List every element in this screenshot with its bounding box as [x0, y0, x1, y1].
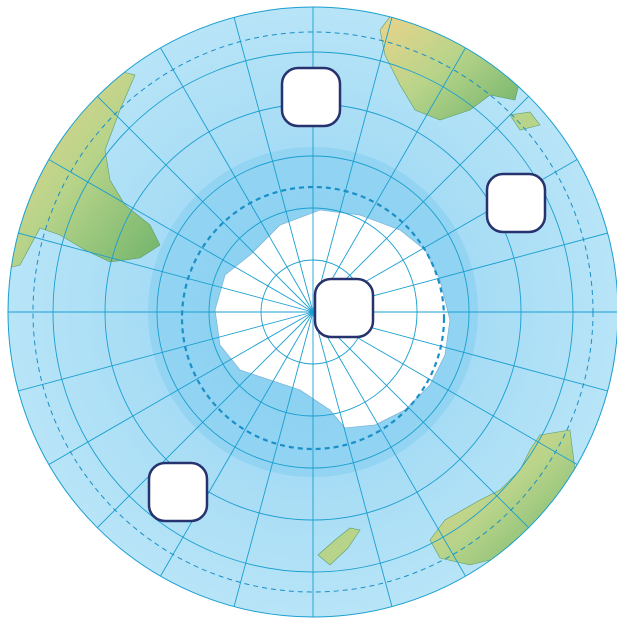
meridian	[312, 311, 591, 473]
meridian	[152, 311, 314, 590]
meridian	[35, 311, 314, 473]
meridian	[229, 7, 314, 313]
meridian	[8, 228, 314, 313]
map-border	[7, 6, 617, 618]
label-box[interactable]	[313, 277, 375, 339]
meridian	[8, 311, 314, 396]
meridian	[312, 311, 540, 539]
label-box[interactable]	[280, 66, 342, 128]
new-zealand	[317, 527, 361, 566]
meridian	[312, 311, 474, 590]
meridian	[312, 85, 540, 313]
meridian	[312, 7, 397, 313]
tropic-line	[32, 31, 594, 593]
label-box[interactable]	[485, 172, 547, 234]
madagascar	[509, 111, 541, 131]
meridian	[86, 311, 314, 539]
meridian	[86, 85, 314, 313]
label-box[interactable]	[147, 461, 209, 523]
meridian	[35, 151, 314, 313]
meridian	[312, 311, 397, 617]
antarctic-circle	[180, 185, 446, 451]
meridian	[312, 34, 474, 313]
meridian	[152, 34, 314, 313]
meridian	[229, 311, 314, 617]
